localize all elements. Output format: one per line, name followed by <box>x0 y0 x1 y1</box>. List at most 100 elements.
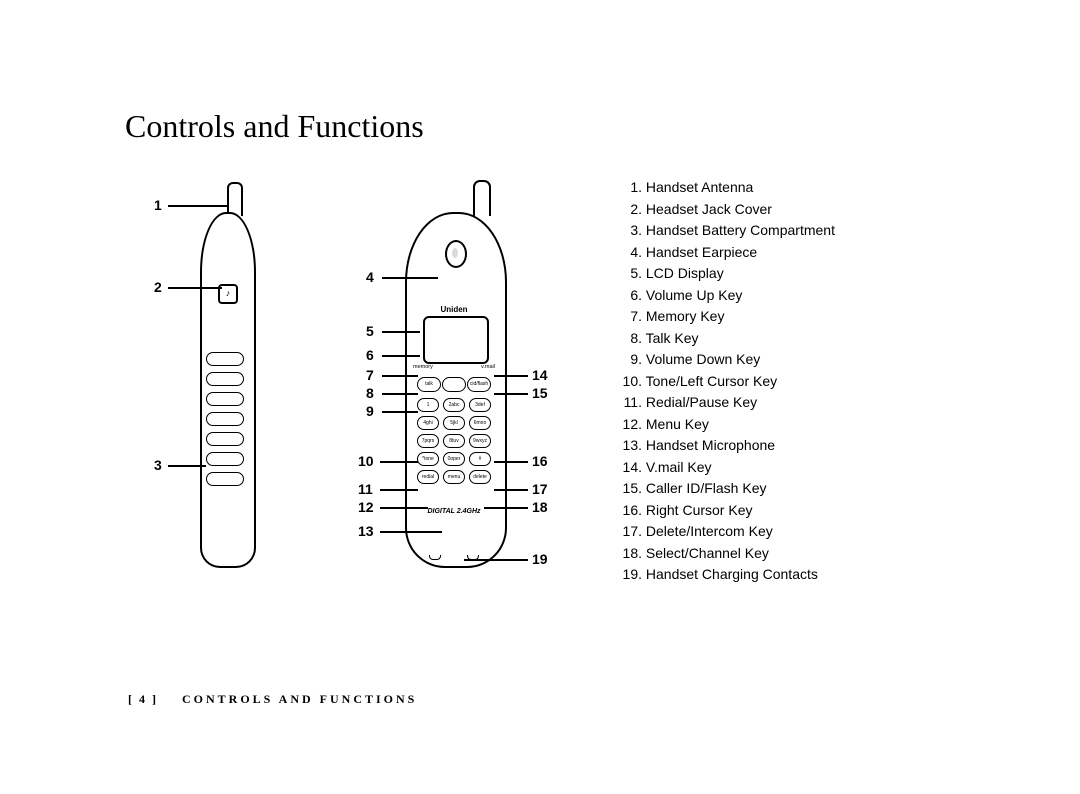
callout-number: 16 <box>532 453 548 469</box>
grip-ridges <box>206 352 244 492</box>
callout-line <box>382 411 418 413</box>
callout-line <box>380 507 428 509</box>
legend-item: 12. Menu Key <box>622 414 835 436</box>
keypad-row: *tone 0oper # <box>417 452 491 466</box>
legend-item: 11. Redial/Pause Key <box>622 392 835 414</box>
legend-number: 15. <box>622 478 642 500</box>
legend-text: Redial/Pause Key <box>642 394 757 410</box>
callout-line <box>168 287 222 289</box>
callout-number: 2 <box>154 279 162 295</box>
legend-text: Menu Key <box>642 416 709 432</box>
legend-item: 5. LCD Display <box>622 263 835 285</box>
callout-number: 4 <box>366 269 374 285</box>
legend-number: 3. <box>622 220 642 242</box>
legend-number: 1. <box>622 177 642 199</box>
legend-item: 4. Handset Earpiece <box>622 242 835 264</box>
talk-key: talk <box>417 377 441 392</box>
digital-label: DIGITAL 2.4GHz <box>405 508 503 515</box>
legend-item: 13. Handset Microphone <box>622 435 835 457</box>
diagram-area: ♪ Uniden memory v.mail talk <box>130 175 590 595</box>
callout-number: 5 <box>366 323 374 339</box>
ridge <box>206 392 244 406</box>
callout-number: 11 <box>358 481 373 497</box>
callout-line <box>382 331 420 333</box>
callout-line <box>494 461 528 463</box>
legend-item: 7. Memory Key <box>622 306 835 328</box>
callout-line <box>382 393 418 395</box>
callout-line <box>494 489 528 491</box>
callout-number: 12 <box>358 499 374 515</box>
legend-text: Right Cursor Key <box>642 502 752 518</box>
legend-number: 9. <box>622 349 642 371</box>
menu-key: menu <box>443 470 465 484</box>
key-star: *tone <box>417 452 439 466</box>
legend-text: Talk Key <box>642 330 699 346</box>
key-8: 8tuv <box>443 434 465 448</box>
legend-text: Handset Battery Compartment <box>642 222 835 238</box>
legend-text: Handset Antenna <box>642 179 753 195</box>
legend-text: Volume Up Key <box>642 287 742 303</box>
legend-item: 19. Handset Charging Contacts <box>622 564 835 586</box>
brand-label: Uniden <box>405 305 503 314</box>
ridge <box>206 372 244 386</box>
callout-line <box>494 393 528 395</box>
legend-text: Handset Earpiece <box>642 244 757 260</box>
legend-number: 19. <box>622 564 642 586</box>
legend-number: 12. <box>622 414 642 436</box>
legend-number: 2. <box>622 199 642 221</box>
callout-line <box>168 465 206 467</box>
legend-text: Handset Microphone <box>642 437 775 453</box>
keypad-row: talk cid/flash <box>417 377 491 392</box>
callout-number: 14 <box>532 367 548 383</box>
cid-flash-key: cid/flash <box>467 377 491 392</box>
legend-number: 10. <box>622 371 642 393</box>
key-2: 2abc <box>443 398 465 412</box>
legend-number: 14. <box>622 457 642 479</box>
legend-text: Tone/Left Cursor Key <box>642 373 777 389</box>
key-0: 0oper <box>443 452 465 466</box>
legend-number: 7. <box>622 306 642 328</box>
legend-text: V.mail Key <box>642 459 712 475</box>
legend-number: 16. <box>622 500 642 522</box>
keypad-row: redial menu delete <box>417 470 491 484</box>
callout-number: 18 <box>532 499 548 515</box>
vmail-label: v.mail <box>481 364 495 370</box>
manual-page: Controls and Functions ♪ Uniden <box>0 0 1080 794</box>
legend-item: 8. Talk Key <box>622 328 835 350</box>
callout-number: 3 <box>154 457 162 473</box>
legend-item: 9. Volume Down Key <box>622 349 835 371</box>
callout-number: 1 <box>154 197 162 213</box>
ridge <box>206 352 244 366</box>
earpiece-icon <box>445 240 467 268</box>
legend-text: Memory Key <box>642 308 724 324</box>
key-pound: # <box>469 452 491 466</box>
legend-number: 18. <box>622 543 642 565</box>
legend-text: LCD Display <box>642 265 724 281</box>
callout-number: 13 <box>358 523 374 539</box>
parts-legend: 1. Handset Antenna2. Headset Jack Cover3… <box>622 177 835 586</box>
soft-key-labels: memory v.mail <box>413 364 495 370</box>
legend-number: 17. <box>622 521 642 543</box>
callout-line <box>484 507 528 509</box>
callout-line <box>380 489 418 491</box>
callout-number: 9 <box>366 403 374 419</box>
callout-number: 8 <box>366 385 374 401</box>
legend-item: 16. Right Cursor Key <box>622 500 835 522</box>
legend-number: 8. <box>622 328 642 350</box>
callout-number: 15 <box>532 385 548 401</box>
callout-number: 7 <box>366 367 374 383</box>
callout-number: 10 <box>358 453 374 469</box>
footer-section: CONTROLS AND FUNCTIONS <box>182 692 417 706</box>
memory-label: memory <box>413 364 433 370</box>
legend-item: 10. Tone/Left Cursor Key <box>622 371 835 393</box>
key-5: 5jkl <box>443 416 465 430</box>
keypad-row: 7pqrs 8tuv 9wxyz <box>417 434 491 448</box>
callout-number: 6 <box>366 347 374 363</box>
callout-line <box>382 375 418 377</box>
callout-line <box>494 375 528 377</box>
delete-key: delete <box>469 470 491 484</box>
legend-number: 11. <box>622 392 642 414</box>
legend-number: 4. <box>622 242 642 264</box>
callout-line <box>380 531 442 533</box>
legend-text: Handset Charging Contacts <box>642 566 818 582</box>
